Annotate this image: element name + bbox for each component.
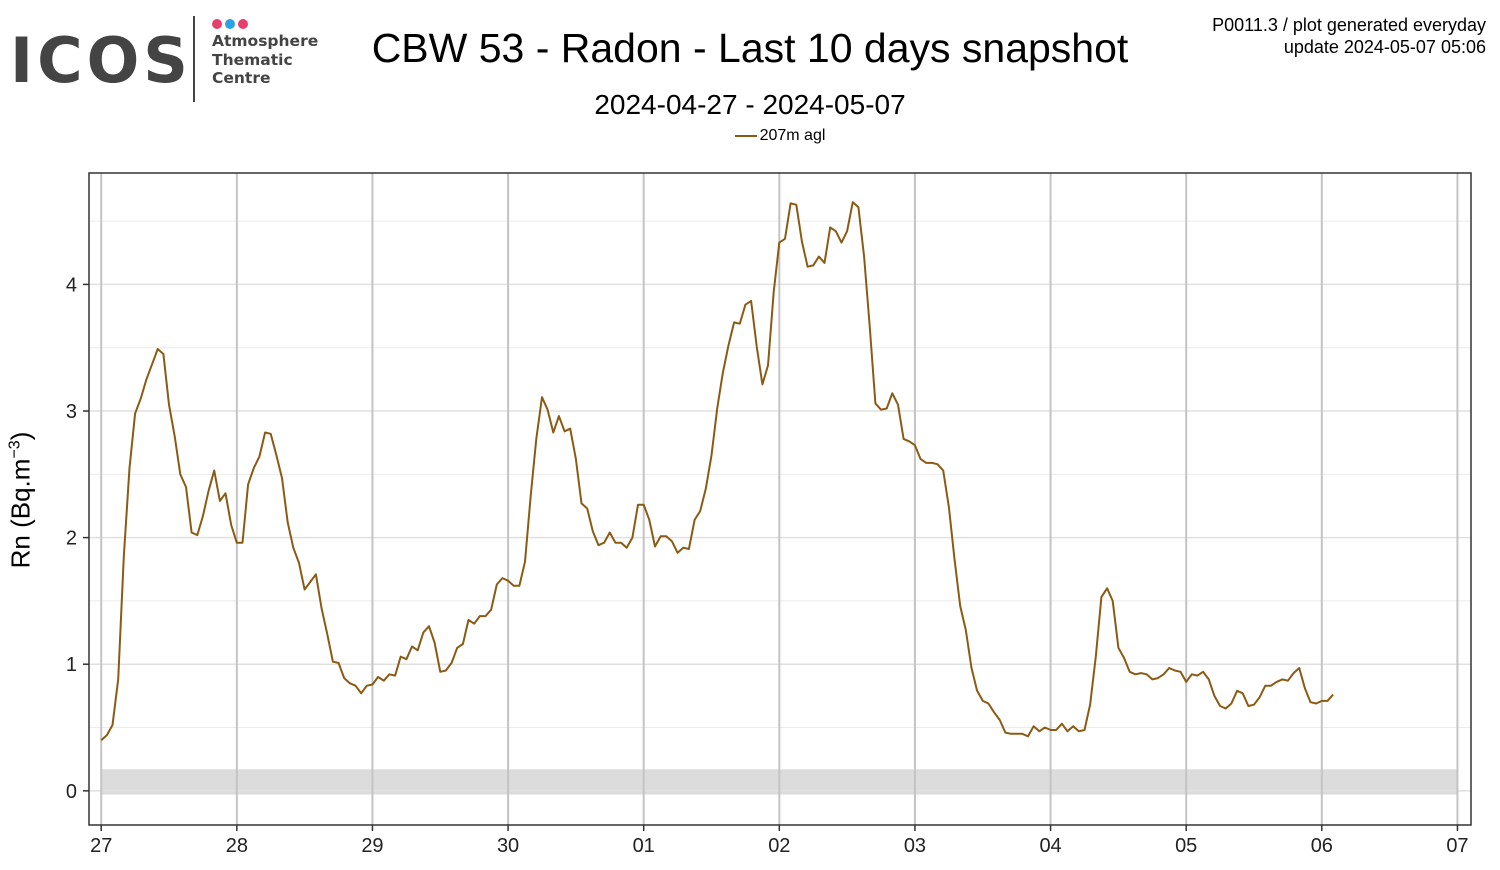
x-tick-label: 03 (904, 835, 926, 857)
chart-title: CBW 53 - Radon - Last 10 days snapshot (371, 25, 1129, 71)
x-tick-label: 07 (1446, 835, 1468, 857)
plot-id-text: P0011.3 / plot generated everyday (1212, 15, 1486, 35)
y-tick-label: 1 (66, 654, 77, 676)
logo-dots-icon (212, 16, 260, 29)
legend-swatch (734, 134, 757, 137)
logo-line: Centre (212, 69, 271, 87)
logo-dot (238, 19, 248, 29)
logo-wordmark: ICOS (10, 24, 192, 97)
generation-info: P0011.3 / plot generated everyday update… (1212, 14, 1486, 58)
x-tick-label: 02 (768, 835, 790, 857)
x-tick-label: 27 (90, 835, 112, 857)
x-tick-label: 29 (361, 835, 383, 857)
y-tick-label: 2 (66, 528, 77, 550)
x-tick-label: 30 (497, 835, 519, 857)
legend-label: 207m agl (759, 127, 826, 144)
y-tick-label: 3 (66, 401, 77, 423)
x-tick-label: 06 (1311, 835, 1333, 857)
update-timestamp: update 2024-05-07 05:06 (1283, 37, 1486, 57)
logo-dot (225, 19, 235, 29)
x-tick-label: 04 (1039, 835, 1061, 857)
logo-divider (193, 16, 195, 102)
chart-legend: 207m agl (700, 126, 860, 146)
x-tick-label: 01 (633, 835, 655, 857)
y-tick-label: 4 (66, 274, 77, 296)
logo-line: Thematic (212, 50, 293, 69)
logo-line: Atmosphere (212, 32, 319, 50)
logo-dot (212, 19, 222, 29)
x-tick-label: 28 (226, 835, 248, 857)
y-tick-label: 0 (66, 781, 77, 803)
series-line-207m (100, 201, 1334, 741)
icos-atc-logo: ICOS Atmosphere Thematic Centre (8, 12, 328, 107)
x-tick-label: 05 (1175, 835, 1197, 857)
logo-text: Atmosphere Thematic Centre (212, 32, 318, 88)
chart-subtitle: 2024-04-27 - 2024-05-07 (594, 89, 906, 120)
